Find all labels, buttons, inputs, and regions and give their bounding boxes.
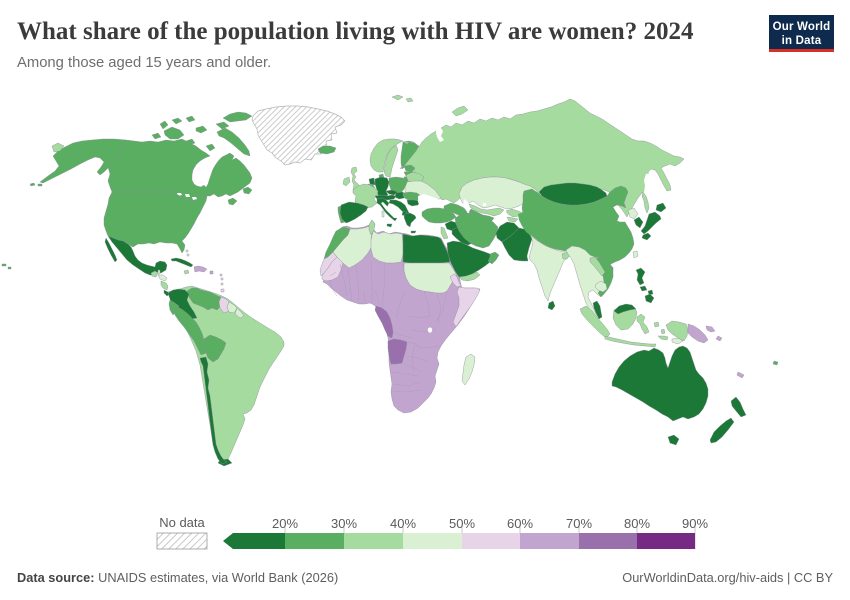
svg-text:20%: 20%	[272, 516, 298, 531]
svg-text:60%: 60%	[507, 516, 533, 531]
svg-text:70%: 70%	[566, 516, 592, 531]
svg-text:40%: 40%	[390, 516, 416, 531]
svg-text:80%: 80%	[624, 516, 650, 531]
svg-text:30%: 30%	[331, 516, 357, 531]
svg-text:90%: 90%	[682, 516, 708, 531]
svg-text:50%: 50%	[449, 516, 475, 531]
